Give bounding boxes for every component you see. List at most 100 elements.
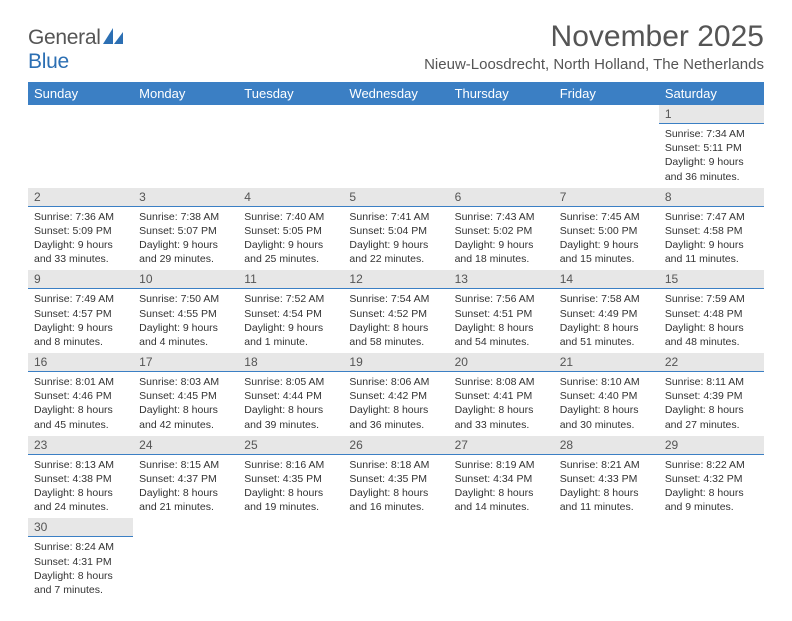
sunrise-line: Sunrise: 8:01 AM [34,375,127,389]
day-number: 28 [554,436,659,455]
calendar-day-cell [343,105,448,188]
day-number: 29 [659,436,764,455]
daylight-line: Daylight: 9 hours [244,321,337,335]
calendar-day-cell: 5Sunrise: 7:41 AMSunset: 5:04 PMDaylight… [343,188,448,271]
daylight-line: Daylight: 8 hours [139,403,232,417]
daylight-line: and 30 minutes. [560,418,653,432]
calendar-day-cell [449,105,554,188]
calendar-day-cell: 12Sunrise: 7:54 AMSunset: 4:52 PMDayligh… [343,270,448,353]
calendar-week-row: 30Sunrise: 8:24 AMSunset: 4:31 PMDayligh… [28,518,764,601]
calendar-day-cell: 16Sunrise: 8:01 AMSunset: 4:46 PMDayligh… [28,353,133,436]
day-details: Sunrise: 7:41 AMSunset: 5:04 PMDaylight:… [343,207,448,271]
daylight-line: and 8 minutes. [34,335,127,349]
sunrise-line: Sunrise: 7:50 AM [139,292,232,306]
day-number: 6 [449,188,554,207]
daylight-line: Daylight: 9 hours [665,155,758,169]
daylight-line: and 29 minutes. [139,252,232,266]
daylight-line: Daylight: 9 hours [560,238,653,252]
sunset-line: Sunset: 4:39 PM [665,389,758,403]
daylight-line: Daylight: 9 hours [139,321,232,335]
day-details: Sunrise: 8:19 AMSunset: 4:34 PMDaylight:… [449,455,554,519]
day-details: Sunrise: 8:16 AMSunset: 4:35 PMDaylight:… [238,455,343,519]
calendar-day-cell: 17Sunrise: 8:03 AMSunset: 4:45 PMDayligh… [133,353,238,436]
daylight-line: Daylight: 8 hours [349,486,442,500]
daylight-line: and 1 minute. [244,335,337,349]
sunrise-line: Sunrise: 8:03 AM [139,375,232,389]
brand-part1: General [28,26,101,49]
day-number: 8 [659,188,764,207]
sunrise-line: Sunrise: 7:34 AM [665,127,758,141]
calendar-day-cell: 1 Sunrise: 7:34 AMSunset: 5:11 PMDaylight… [659,105,764,188]
sunrise-line: Sunrise: 7:47 AM [665,210,758,224]
sail-icon [103,26,123,50]
day-details: Sunrise: 7:49 AMSunset: 4:57 PMDaylight:… [28,289,133,353]
day-number: 16 [28,353,133,372]
day-details: Sunrise: 8:08 AMSunset: 4:41 PMDaylight:… [449,372,554,436]
sunrise-line: Sunrise: 8:18 AM [349,458,442,472]
sunset-line: Sunset: 5:11 PM [665,141,758,155]
daylight-line: Daylight: 8 hours [560,403,653,417]
day-details: Sunrise: 8:11 AMSunset: 4:39 PMDaylight:… [659,372,764,436]
daylight-line: and 27 minutes. [665,418,758,432]
daylight-line: and 36 minutes. [665,170,758,184]
daylight-line: Daylight: 8 hours [34,569,127,583]
title-block: November 2025 Nieuw-Loosdrecht, North Ho… [424,20,764,73]
sunset-line: Sunset: 5:04 PM [349,224,442,238]
sunset-line: Sunset: 5:00 PM [560,224,653,238]
sunrise-line: Sunrise: 7:58 AM [560,292,653,306]
calendar-week-row: 2Sunrise: 7:36 AMSunset: 5:09 PMDaylight… [28,188,764,271]
daylight-line: Daylight: 8 hours [455,486,548,500]
sunset-line: Sunset: 4:55 PM [139,307,232,321]
daylight-line: Daylight: 9 hours [665,238,758,252]
daylight-line: and 51 minutes. [560,335,653,349]
sunset-line: Sunset: 4:35 PM [244,472,337,486]
calendar-day-cell: 22Sunrise: 8:11 AMSunset: 4:39 PMDayligh… [659,353,764,436]
daylight-line: Daylight: 8 hours [244,486,337,500]
weekday-header: Monday [133,82,238,105]
calendar-day-cell: 7Sunrise: 7:45 AMSunset: 5:00 PMDaylight… [554,188,659,271]
sunset-line: Sunset: 4:57 PM [34,307,127,321]
calendar-page: GeneralBlue November 2025 Nieuw-Loosdrec… [0,0,792,621]
day-number: 13 [449,270,554,289]
calendar-day-cell: 26Sunrise: 8:18 AMSunset: 4:35 PMDayligh… [343,436,448,519]
daylight-line: and 33 minutes. [34,252,127,266]
daylight-line: and 48 minutes. [665,335,758,349]
daylight-line: Daylight: 8 hours [34,403,127,417]
day-details: Sunrise: 8:15 AMSunset: 4:37 PMDaylight:… [133,455,238,519]
calendar-day-cell: 28Sunrise: 8:21 AMSunset: 4:33 PMDayligh… [554,436,659,519]
day-details: Sunrise: 8:01 AMSunset: 4:46 PMDaylight:… [28,372,133,436]
calendar-day-cell: 27Sunrise: 8:19 AMSunset: 4:34 PMDayligh… [449,436,554,519]
sunrise-line: Sunrise: 8:21 AM [560,458,653,472]
daylight-line: and 16 minutes. [349,500,442,514]
day-number: 12 [343,270,448,289]
sunrise-line: Sunrise: 7:43 AM [455,210,548,224]
daylight-line: Daylight: 9 hours [34,321,127,335]
day-details: Sunrise: 7:43 AMSunset: 5:02 PMDaylight:… [449,207,554,271]
sunset-line: Sunset: 4:45 PM [139,389,232,403]
daylight-line: Daylight: 9 hours [34,238,127,252]
daylight-line: and 22 minutes. [349,252,442,266]
calendar-day-cell: 20Sunrise: 8:08 AMSunset: 4:41 PMDayligh… [449,353,554,436]
daylight-line: Daylight: 8 hours [455,321,548,335]
daylight-line: Daylight: 8 hours [665,321,758,335]
sunrise-line: Sunrise: 7:59 AM [665,292,758,306]
sunset-line: Sunset: 4:42 PM [349,389,442,403]
calendar-day-cell [238,518,343,601]
sunrise-line: Sunrise: 8:24 AM [34,540,127,554]
weekday-header: Sunday [28,82,133,105]
sunset-line: Sunset: 5:05 PM [244,224,337,238]
day-details: Sunrise: 8:06 AMSunset: 4:42 PMDaylight:… [343,372,448,436]
daylight-line: and 14 minutes. [455,500,548,514]
daylight-line: and 9 minutes. [665,500,758,514]
weekday-header: Saturday [659,82,764,105]
day-details: Sunrise: 7:52 AMSunset: 4:54 PMDaylight:… [238,289,343,353]
daylight-line: Daylight: 8 hours [665,403,758,417]
sunset-line: Sunset: 4:32 PM [665,472,758,486]
day-number: 1 [659,105,764,124]
daylight-line: and 15 minutes. [560,252,653,266]
day-number: 22 [659,353,764,372]
sunset-line: Sunset: 4:58 PM [665,224,758,238]
day-number: 11 [238,270,343,289]
daylight-line: and 33 minutes. [455,418,548,432]
sunrise-line: Sunrise: 8:15 AM [139,458,232,472]
